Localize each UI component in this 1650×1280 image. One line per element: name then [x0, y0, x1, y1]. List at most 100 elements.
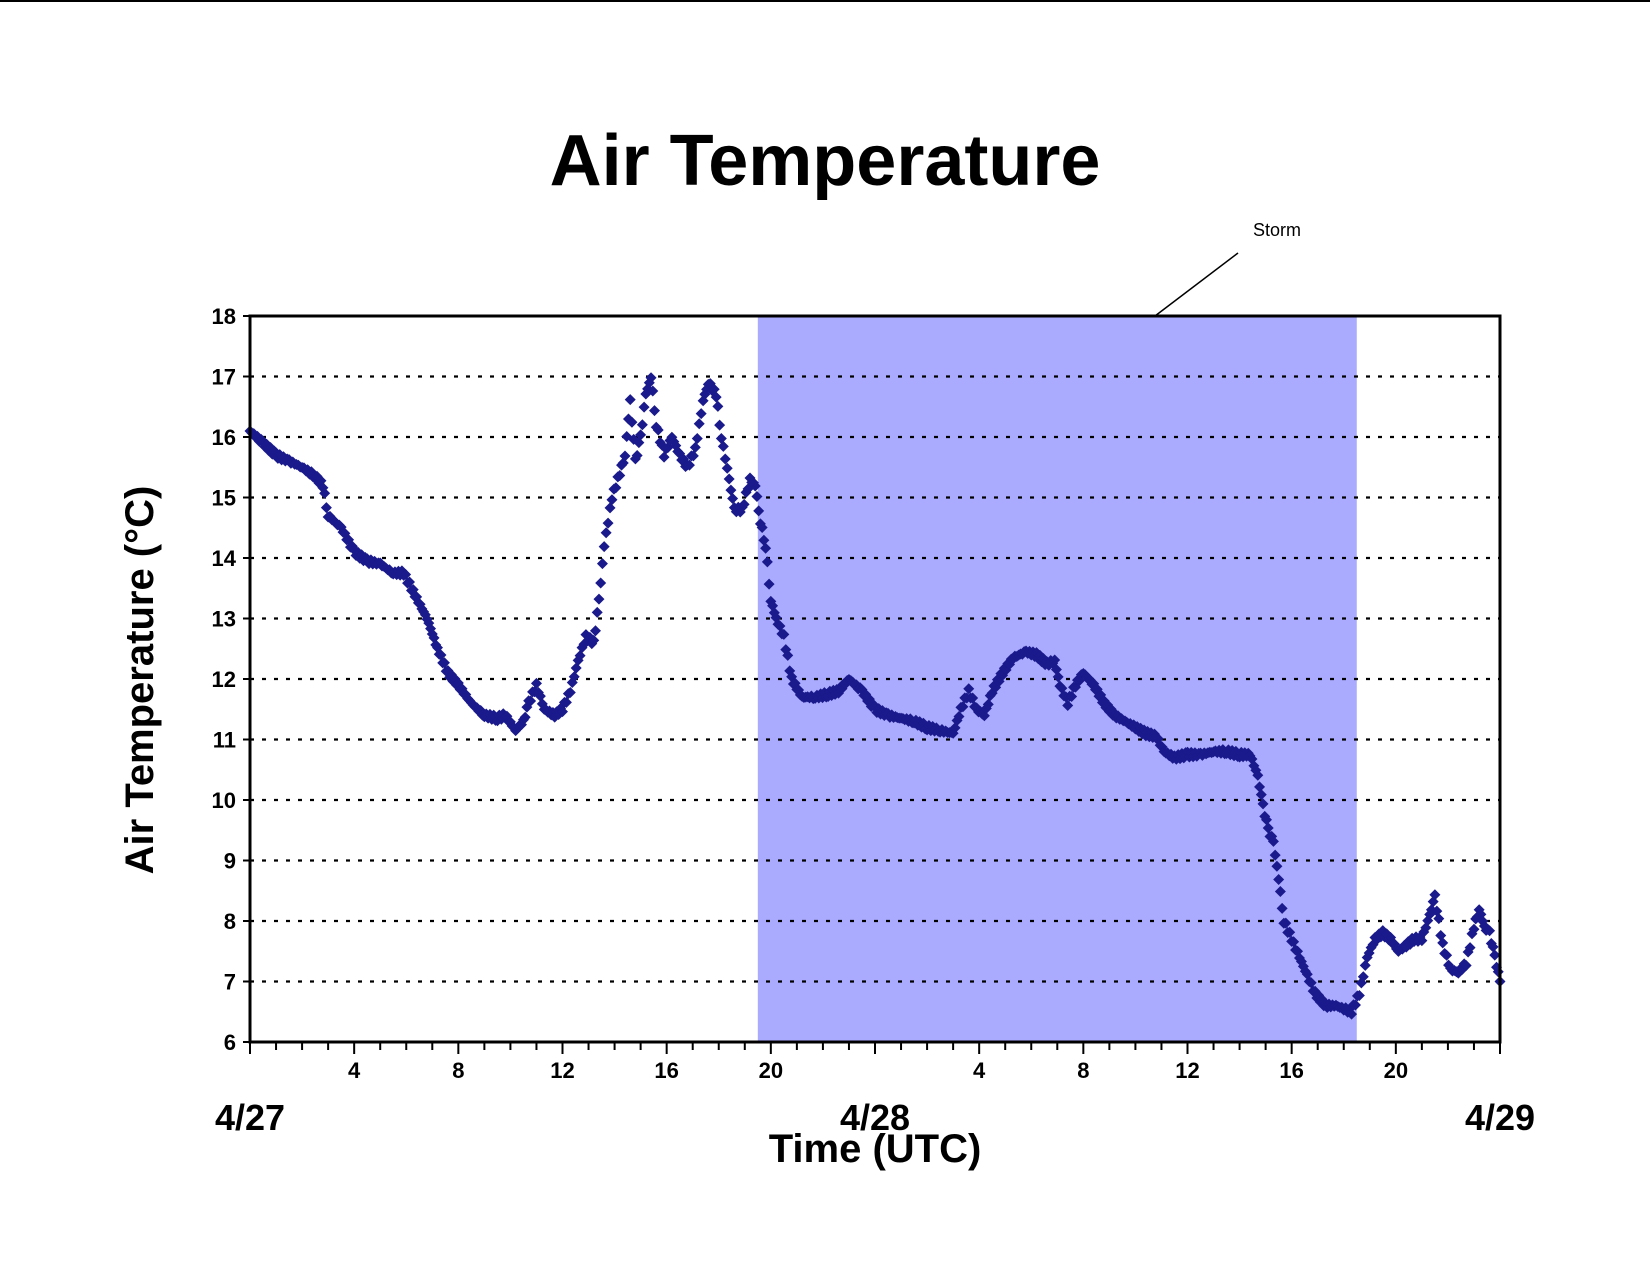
data-point [404, 576, 416, 588]
data-point [1441, 949, 1453, 961]
data-point [1464, 942, 1476, 954]
storm-annotation-label: Storm [1253, 220, 1301, 240]
data-point [600, 527, 612, 539]
data-point [633, 437, 645, 449]
data-point [602, 517, 614, 529]
data-point [1276, 902, 1288, 914]
y-axis-label: Air Temperature (°C) [118, 486, 162, 875]
data-point [614, 470, 626, 482]
data-point [574, 650, 586, 662]
data-point [626, 416, 638, 428]
data-point [1273, 874, 1285, 886]
data-point [1050, 663, 1062, 675]
data-point [319, 487, 331, 499]
data-point [598, 541, 610, 553]
x-tick-label: 4 [973, 1058, 986, 1083]
data-point [723, 473, 735, 485]
x-tick-label: 16 [654, 1058, 678, 1083]
y-tick-label: 11 [213, 728, 236, 753]
data-point [525, 695, 537, 707]
data-point [949, 722, 961, 734]
y-tick-label: 13 [212, 607, 236, 632]
data-point [534, 690, 546, 702]
data-point [721, 462, 733, 474]
data-point [693, 418, 705, 430]
storm-annotation-leader [1154, 252, 1239, 317]
data-point [727, 492, 739, 504]
data-point [645, 372, 657, 384]
data-point [782, 649, 794, 661]
y-tick-label: 10 [212, 788, 236, 813]
y-tick-label: 14 [212, 546, 237, 571]
data-point [638, 401, 650, 413]
data-point [647, 385, 659, 397]
data-point [588, 634, 600, 646]
data-point [1460, 960, 1472, 972]
data-point [557, 706, 568, 718]
data-point [658, 451, 670, 463]
data-point [1487, 941, 1499, 953]
x-tick-label: 12 [1175, 1058, 1199, 1083]
data-point [761, 556, 773, 568]
data-point [1353, 989, 1365, 1001]
data-point [1346, 1008, 1358, 1020]
data-point [1431, 905, 1443, 917]
data-point [1433, 913, 1445, 925]
data-point [624, 394, 636, 406]
data-point [1429, 889, 1441, 901]
x-tick-label: 8 [452, 1058, 464, 1083]
data-point [967, 692, 979, 704]
data-point [320, 502, 332, 514]
x-tick-label: 4 [348, 1058, 361, 1083]
data-point [568, 671, 580, 683]
data-point [530, 677, 542, 689]
y-tick-label: 18 [212, 304, 236, 329]
data-point [760, 542, 772, 554]
data-point [758, 534, 770, 546]
y-tick-label: 7 [224, 970, 236, 995]
data-point [570, 662, 582, 674]
data-point [593, 593, 605, 605]
data-point [1260, 814, 1272, 826]
data-point [595, 577, 607, 589]
data-point [604, 502, 616, 514]
gridlines-layer [250, 375, 1500, 983]
data-point [1284, 926, 1296, 938]
data-point [1468, 923, 1480, 935]
data-point [610, 482, 622, 494]
y-tick-label: 6 [224, 1030, 236, 1055]
data-point [1288, 936, 1300, 948]
data-point [1489, 949, 1501, 961]
x-tick-label: 12 [550, 1058, 574, 1083]
x-axis-label: Time (UTC) [769, 1127, 982, 1171]
y-tick-label: 16 [212, 425, 236, 450]
data-point [636, 419, 648, 431]
x-tick-label: 8 [1077, 1058, 1089, 1083]
data-point [689, 441, 701, 453]
data-point [982, 698, 994, 710]
series-layer [244, 372, 1506, 1020]
data-point [717, 440, 729, 452]
data-point [708, 383, 720, 395]
data-point [560, 696, 572, 708]
data-point [1271, 860, 1283, 872]
data-point [1359, 959, 1371, 971]
data-point [435, 649, 447, 661]
data-point [1049, 654, 1061, 666]
y-tick-label: 15 [212, 486, 236, 511]
data-point [763, 578, 775, 590]
chart-title: Air Temperature [550, 121, 1101, 201]
data-point [564, 687, 576, 699]
data-point [591, 606, 603, 618]
data-point [504, 716, 516, 728]
data-point [695, 408, 707, 420]
data-point [1280, 917, 1292, 929]
data-point [714, 419, 726, 431]
data-point [1252, 769, 1264, 781]
data-point [1052, 671, 1064, 683]
data-point [1357, 971, 1369, 983]
data-point [725, 484, 737, 496]
data-point [606, 494, 618, 506]
data-point [1056, 682, 1068, 694]
